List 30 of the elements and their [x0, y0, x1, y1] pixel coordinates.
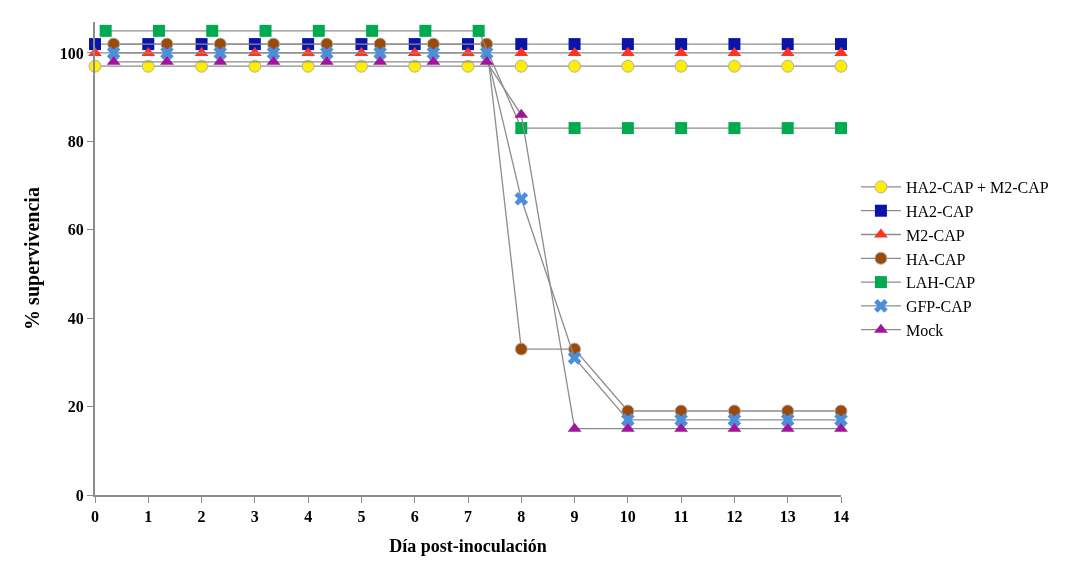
x-tick-label: 4 — [304, 508, 313, 526]
x-tick-label: 7 — [464, 508, 472, 526]
x-tick-label: 5 — [357, 508, 366, 526]
y-tick-label: 100 — [59, 44, 84, 62]
x-tick-label: 1 — [144, 508, 153, 526]
x-tick-label: 9 — [570, 508, 579, 526]
y-axis-title: % supervivencia — [20, 187, 44, 330]
legend-label: LAH-CAP — [905, 274, 976, 292]
x-tick-label: 10 — [619, 508, 636, 526]
legend-label: HA2-CAP — [905, 202, 974, 220]
x-axis-title: Día post-inoculación — [389, 535, 547, 556]
x-tick-label: 11 — [673, 508, 689, 526]
x-tick-label: 2 — [197, 508, 206, 526]
legend-label: GFP-CAP — [905, 298, 972, 316]
x-tick-label: 12 — [726, 508, 743, 526]
x-tick-label: 6 — [410, 508, 419, 526]
y-tick-label: 60 — [67, 221, 84, 239]
legend-label: M2-CAP — [905, 226, 965, 244]
x-tick-label: 13 — [779, 508, 796, 526]
y-tick-label: 0 — [75, 486, 84, 504]
x-tick-label: 8 — [517, 508, 526, 526]
legend-label: HA-CAP — [905, 250, 966, 268]
x-tick-label: 0 — [91, 508, 99, 526]
y-tick-label: 40 — [67, 309, 84, 327]
y-tick-label: 20 — [67, 398, 84, 416]
y-tick-label: 80 — [67, 132, 84, 150]
legend-label: HA2-CAP + M2-CAP — [905, 179, 1049, 197]
legend-label: Mock — [905, 321, 944, 339]
x-tick-label: 14 — [833, 508, 849, 526]
x-tick-label: 3 — [250, 508, 259, 526]
